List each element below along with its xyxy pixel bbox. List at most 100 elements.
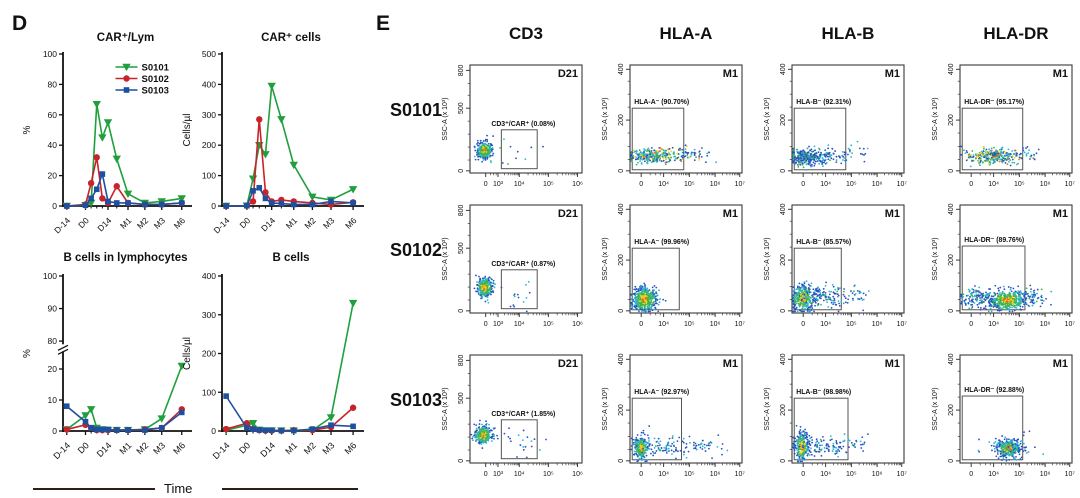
flow-plot-s0103-hla-a: 0 200 400 0 10⁴ 10⁵ 10⁶ 10⁷ SSC-A (x 10³) M1 HLA… [598, 349, 750, 487]
gate-label: HLA-B⁻ (92.31%) [796, 99, 852, 107]
svg-text:10³: 10³ [493, 321, 504, 328]
svg-text:D-14: D-14 [211, 215, 231, 235]
svg-text:10⁵: 10⁵ [684, 471, 695, 478]
svg-text:10⁴: 10⁴ [658, 471, 669, 478]
svg-text:M1: M1 [118, 215, 134, 231]
svg-text:400: 400 [202, 271, 216, 281]
svg-text:80: 80 [48, 79, 58, 89]
gate-label: CD3⁺/CAR⁺ (0.08%) [491, 120, 556, 128]
column-header-hla-dr: HLA-DR [983, 24, 1049, 43]
timepoint-badge: M1 [722, 358, 738, 370]
svg-text:SSC-A (x 10³): SSC-A (x 10³) [442, 97, 449, 140]
svg-text:D14: D14 [95, 215, 113, 233]
svg-text:10⁵: 10⁵ [684, 181, 695, 188]
gate-rect [500, 269, 538, 310]
flow-scatter-svg: 0 200 400 0 10⁴ 10⁵ 10⁶ 10⁷ SSC-A (x 10³) [932, 203, 1076, 328]
svg-text:100: 100 [43, 49, 57, 59]
svg-text:M2: M2 [135, 215, 151, 231]
column-header-cd3: CD3 [508, 24, 543, 43]
svg-text:M2: M2 [134, 440, 150, 456]
svg-text:SSC-A (x 10³): SSC-A (x 10³) [764, 237, 771, 280]
timepoint-badge: M1 [884, 208, 900, 220]
svg-text:10⁷: 10⁷ [735, 321, 746, 328]
svg-text:D-14: D-14 [211, 440, 232, 461]
chart-title: B cells in lymphocytes [63, 252, 188, 264]
points [630, 144, 718, 166]
svg-text:10⁵: 10⁵ [1014, 321, 1025, 328]
svg-text:400: 400 [618, 63, 625, 75]
axes: 0 500 800 0 10³ 10⁴ 10⁵ 10⁶ SSC-A (x 10³) [442, 354, 583, 478]
gate-label: HLA-A⁻ (92.97%) [634, 389, 690, 397]
svg-text:SSC-A (x 10³): SSC-A (x 10³) [602, 97, 609, 140]
timepoint-badge: M1 [1052, 68, 1068, 80]
svg-text:SSC-A (x 10³): SSC-A (x 10³) [602, 237, 609, 280]
svg-text:200: 200 [202, 140, 216, 150]
svg-text:10⁶: 10⁶ [1040, 181, 1051, 188]
points [792, 280, 870, 313]
svg-text:0: 0 [780, 309, 787, 313]
svg-text:100: 100 [202, 387, 216, 397]
axes: 0 100 200 300 400 500 D-14 D0 D14 M1 M2 M3 M6 Cells/µ… [182, 49, 364, 235]
flow-plot-s0103-hla-b: 0 200 400 0 10⁴ 10⁵ 10⁶ 10⁷ SSC-A (x 10³) M1 HLA… [760, 349, 912, 487]
svg-text:0: 0 [780, 169, 787, 173]
svg-text:%: % [22, 349, 33, 358]
gate-label: HLA-B⁻ (85.57%) [796, 239, 852, 247]
svg-text:M3: M3 [321, 440, 337, 456]
svg-text:10⁵: 10⁵ [543, 181, 554, 188]
svg-text:D0: D0 [237, 215, 252, 230]
svg-text:D0: D0 [76, 215, 91, 230]
gate-label: HLA-A⁻ (90.70%) [634, 99, 690, 107]
points [473, 274, 531, 313]
svg-text:10⁴: 10⁴ [514, 321, 525, 328]
svg-text:20: 20 [48, 171, 58, 181]
svg-text:M6: M6 [343, 440, 359, 456]
gate-label: CD3⁺/CAR⁺ (0.87%) [491, 260, 556, 268]
svg-text:0: 0 [52, 426, 57, 436]
row-label-s0103: S0103 [389, 390, 443, 410]
chart-title: CAR⁺/Lym [96, 32, 155, 44]
svg-text:M3: M3 [321, 215, 337, 231]
time-axis-line [222, 488, 358, 490]
svg-text:20: 20 [48, 364, 58, 374]
flow-scatter-svg: 0 500 800 0 10³ 10⁴ 10⁵ 10⁶ SSC-A (x 10³) [442, 64, 583, 188]
points [470, 419, 547, 459]
svg-text:10⁵: 10⁵ [684, 321, 695, 328]
points [792, 140, 869, 171]
svg-text:0: 0 [969, 321, 973, 328]
gate-rect [961, 107, 1024, 171]
flow-plot-s0103-cd3: 0 500 800 0 10³ 10⁴ 10⁵ 10⁶ SSC-A (x 10³) D21 CD… [438, 349, 590, 487]
points [960, 145, 1040, 168]
svg-text:200: 200 [202, 349, 216, 359]
svg-text:400: 400 [780, 63, 787, 75]
series [62, 362, 186, 435]
series-S0102 [226, 119, 354, 207]
column-header-hla-b: HLA-B [821, 24, 875, 43]
series-S0101 [225, 302, 354, 432]
svg-text:300: 300 [202, 110, 216, 120]
flow-plot-s0102-cd3: 0 500 800 0 10³ 10⁴ 10⁵ 10⁶ SSC-A (x 10³) D21 CD… [438, 199, 590, 337]
svg-text:10⁵: 10⁵ [1014, 181, 1025, 188]
series [62, 100, 186, 211]
row-label-s0102: S0102 [389, 240, 443, 260]
svg-text:10⁷: 10⁷ [1065, 321, 1076, 328]
svg-text:10⁷: 10⁷ [735, 471, 746, 478]
flow-scatter-svg: 0 500 800 0 10³ 10⁴ 10⁵ 10⁶ SSC-A (x 10³) [442, 204, 583, 328]
gate-rect [961, 395, 1024, 461]
svg-text:Cells/µl: Cells/µl [182, 114, 193, 147]
flow-scatter-svg: 0 200 400 0 10⁴ 10⁵ 10⁶ 10⁷ SSC-A (x 10³) [602, 203, 746, 328]
svg-text:0: 0 [801, 321, 805, 328]
svg-text:0: 0 [639, 321, 643, 328]
svg-text:200: 200 [948, 254, 955, 266]
panel-d-label: D [12, 12, 28, 35]
svg-text:10⁴: 10⁴ [820, 181, 831, 188]
flow-plot-s0101-hla-a: 0 200 400 0 10⁴ 10⁵ 10⁶ 10⁷ SSC-A (x 10³) M1 HLA… [598, 59, 750, 197]
svg-text:0: 0 [780, 459, 787, 463]
timepoint-badge: D21 [557, 208, 578, 220]
flow-scatter-svg: 0 200 400 0 10⁴ 10⁵ 10⁶ 10⁷ SSC-A (x 10³) [602, 353, 746, 478]
svg-text:400: 400 [948, 63, 955, 75]
time-axis-line [33, 488, 155, 490]
svg-text:0: 0 [211, 201, 216, 211]
svg-text:0: 0 [52, 201, 57, 211]
